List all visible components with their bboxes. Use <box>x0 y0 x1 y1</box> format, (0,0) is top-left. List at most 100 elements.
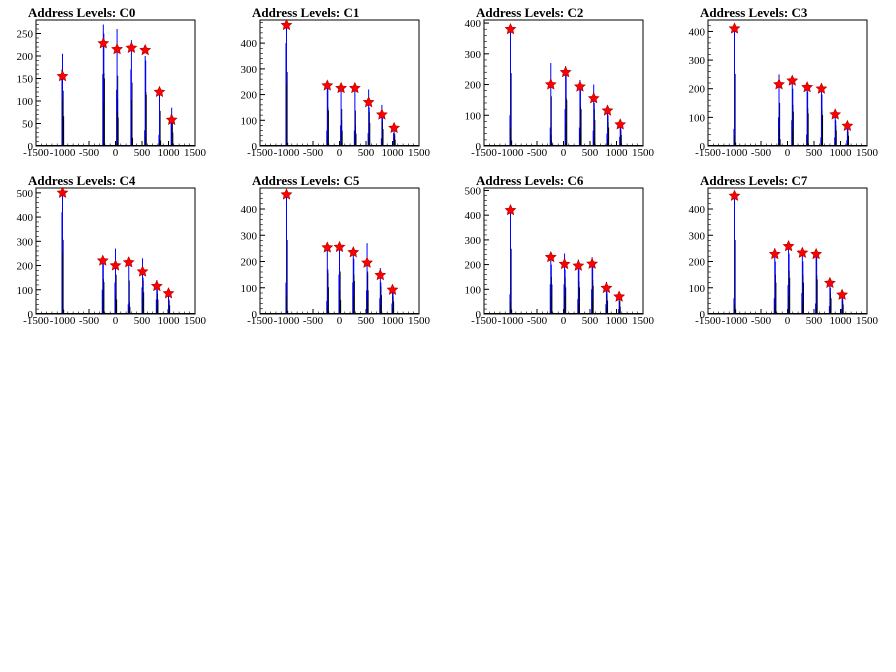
peak-marker <box>125 41 138 53</box>
peak-marker <box>768 247 781 260</box>
y-tick-label: 0 <box>700 141 706 153</box>
y-tick-label: 0 <box>476 309 482 321</box>
y-tick-label: 500 <box>17 188 34 200</box>
y-tick-label: 300 <box>241 230 258 242</box>
y-tick-label: 0 <box>700 309 706 321</box>
peak-marker <box>841 119 854 131</box>
chart-title: Address Levels: C6 <box>476 173 584 188</box>
x-tick-label: 1500 <box>856 147 879 159</box>
x-tick-label: 0 <box>785 315 791 327</box>
peak-marker <box>544 250 557 263</box>
peak-marker <box>56 186 69 198</box>
y-tick-label: 100 <box>689 283 706 295</box>
peak-marker <box>333 240 346 253</box>
y-tick-label: 300 <box>689 55 706 67</box>
y-tick-label: 200 <box>241 257 258 269</box>
x-tick-label: 1000 <box>382 315 405 327</box>
y-tick-label: 0 <box>476 141 482 153</box>
peak-marker <box>559 66 572 78</box>
y-tick-label: 200 <box>465 260 482 272</box>
x-tick-label: 0 <box>785 147 791 159</box>
x-tick-label: -1500 <box>695 315 721 327</box>
x-tick-label: 1000 <box>382 147 405 159</box>
chart-panel-c5: Address Levels: C5 0 100 200 300 400 -1500 -100… <box>241 173 431 327</box>
peak-marker <box>587 92 600 104</box>
y-tick-label: 50 <box>22 119 34 131</box>
y-tick-label: 100 <box>17 96 34 108</box>
y-tick-label: 0 <box>252 141 258 153</box>
peak-marker <box>544 78 557 90</box>
x-tick-label: 1000 <box>158 315 181 327</box>
y-tick-label: 400 <box>689 26 706 38</box>
peak-marker <box>574 80 586 92</box>
peak-marker <box>136 265 149 277</box>
peak-marker <box>773 78 785 90</box>
peak-marker <box>162 287 175 299</box>
y-tick-label: 100 <box>17 285 34 297</box>
x-tick-label: -500 <box>527 147 548 159</box>
x-tick-label: -500 <box>751 147 772 159</box>
peak-marker <box>335 81 348 94</box>
peak-marker <box>504 22 517 35</box>
y-tick-label: 0 <box>252 309 258 321</box>
peak-marker <box>97 37 110 49</box>
y-tick-label: 200 <box>465 80 482 92</box>
x-tick-label: 0 <box>561 315 567 327</box>
peak-marker <box>139 43 152 56</box>
y-tick-label: 200 <box>241 90 258 102</box>
peak-marker <box>782 240 795 252</box>
peak-marker <box>786 74 799 86</box>
x-tick-label: -1000 <box>498 147 524 159</box>
chart-panel-c0: Address Levels: C0 0 50 100 150 200 250 -1500 -1… <box>17 5 207 159</box>
chart-panel-c7: Address Levels: C7 0 100 200 300 400 -1500 -100… <box>689 173 879 327</box>
x-tick-label: 500 <box>582 147 599 159</box>
x-tick-label: 0 <box>561 147 567 159</box>
peak-marker <box>122 256 135 268</box>
x-tick-label: 1500 <box>184 147 207 159</box>
x-tick-label: -1500 <box>23 315 49 327</box>
peak-marker <box>504 204 517 216</box>
y-tick-label: 400 <box>241 204 258 216</box>
peak-marker <box>280 188 293 200</box>
y-tick-label: 400 <box>689 204 706 216</box>
x-tick-label: -1000 <box>274 147 300 159</box>
peak-marker <box>728 189 741 201</box>
y-tick-label: 100 <box>241 115 258 127</box>
x-tick-label: 1500 <box>632 147 655 159</box>
peak-marker <box>386 283 399 295</box>
peak-marker <box>96 254 109 266</box>
y-tick-label: 150 <box>17 74 34 86</box>
peak-marker <box>558 257 571 270</box>
y-tick-label: 300 <box>465 49 482 61</box>
peak-marker <box>728 22 741 34</box>
chart-panel-c3: Address Levels: C3 0 100 200 300 400 -1500 -100… <box>689 5 879 159</box>
peak-marker <box>361 256 373 268</box>
peak-marker <box>572 259 585 271</box>
peak-marker <box>810 247 823 260</box>
x-tick-label: -500 <box>303 315 324 327</box>
x-tick-label: 1500 <box>408 147 431 159</box>
x-tick-label: 0 <box>337 147 343 159</box>
x-tick-label: 1000 <box>830 147 853 159</box>
peak-marker <box>388 121 401 134</box>
y-tick-label: 200 <box>17 51 34 63</box>
x-tick-label: -1500 <box>695 147 721 159</box>
x-tick-label: -1500 <box>247 147 273 159</box>
peak-marker <box>362 96 375 108</box>
chart-title: Address Levels: C5 <box>252 173 360 188</box>
peak-marker <box>823 276 836 289</box>
x-tick-label: 1000 <box>606 315 629 327</box>
x-tick-label: 500 <box>806 315 823 327</box>
peak-marker <box>153 85 166 98</box>
x-tick-label: 1500 <box>184 315 207 327</box>
peak-marker <box>56 70 69 82</box>
y-tick-label: 300 <box>465 235 482 247</box>
chart-title: Address Levels: C3 <box>700 5 808 20</box>
x-tick-label: -1000 <box>274 315 300 327</box>
y-tick-label: 100 <box>465 284 482 296</box>
peak-marker <box>348 81 361 94</box>
peak-marker <box>836 288 849 300</box>
chart-title: Address Levels: C1 <box>252 5 359 20</box>
chart-title: Address Levels: C0 <box>28 5 135 20</box>
